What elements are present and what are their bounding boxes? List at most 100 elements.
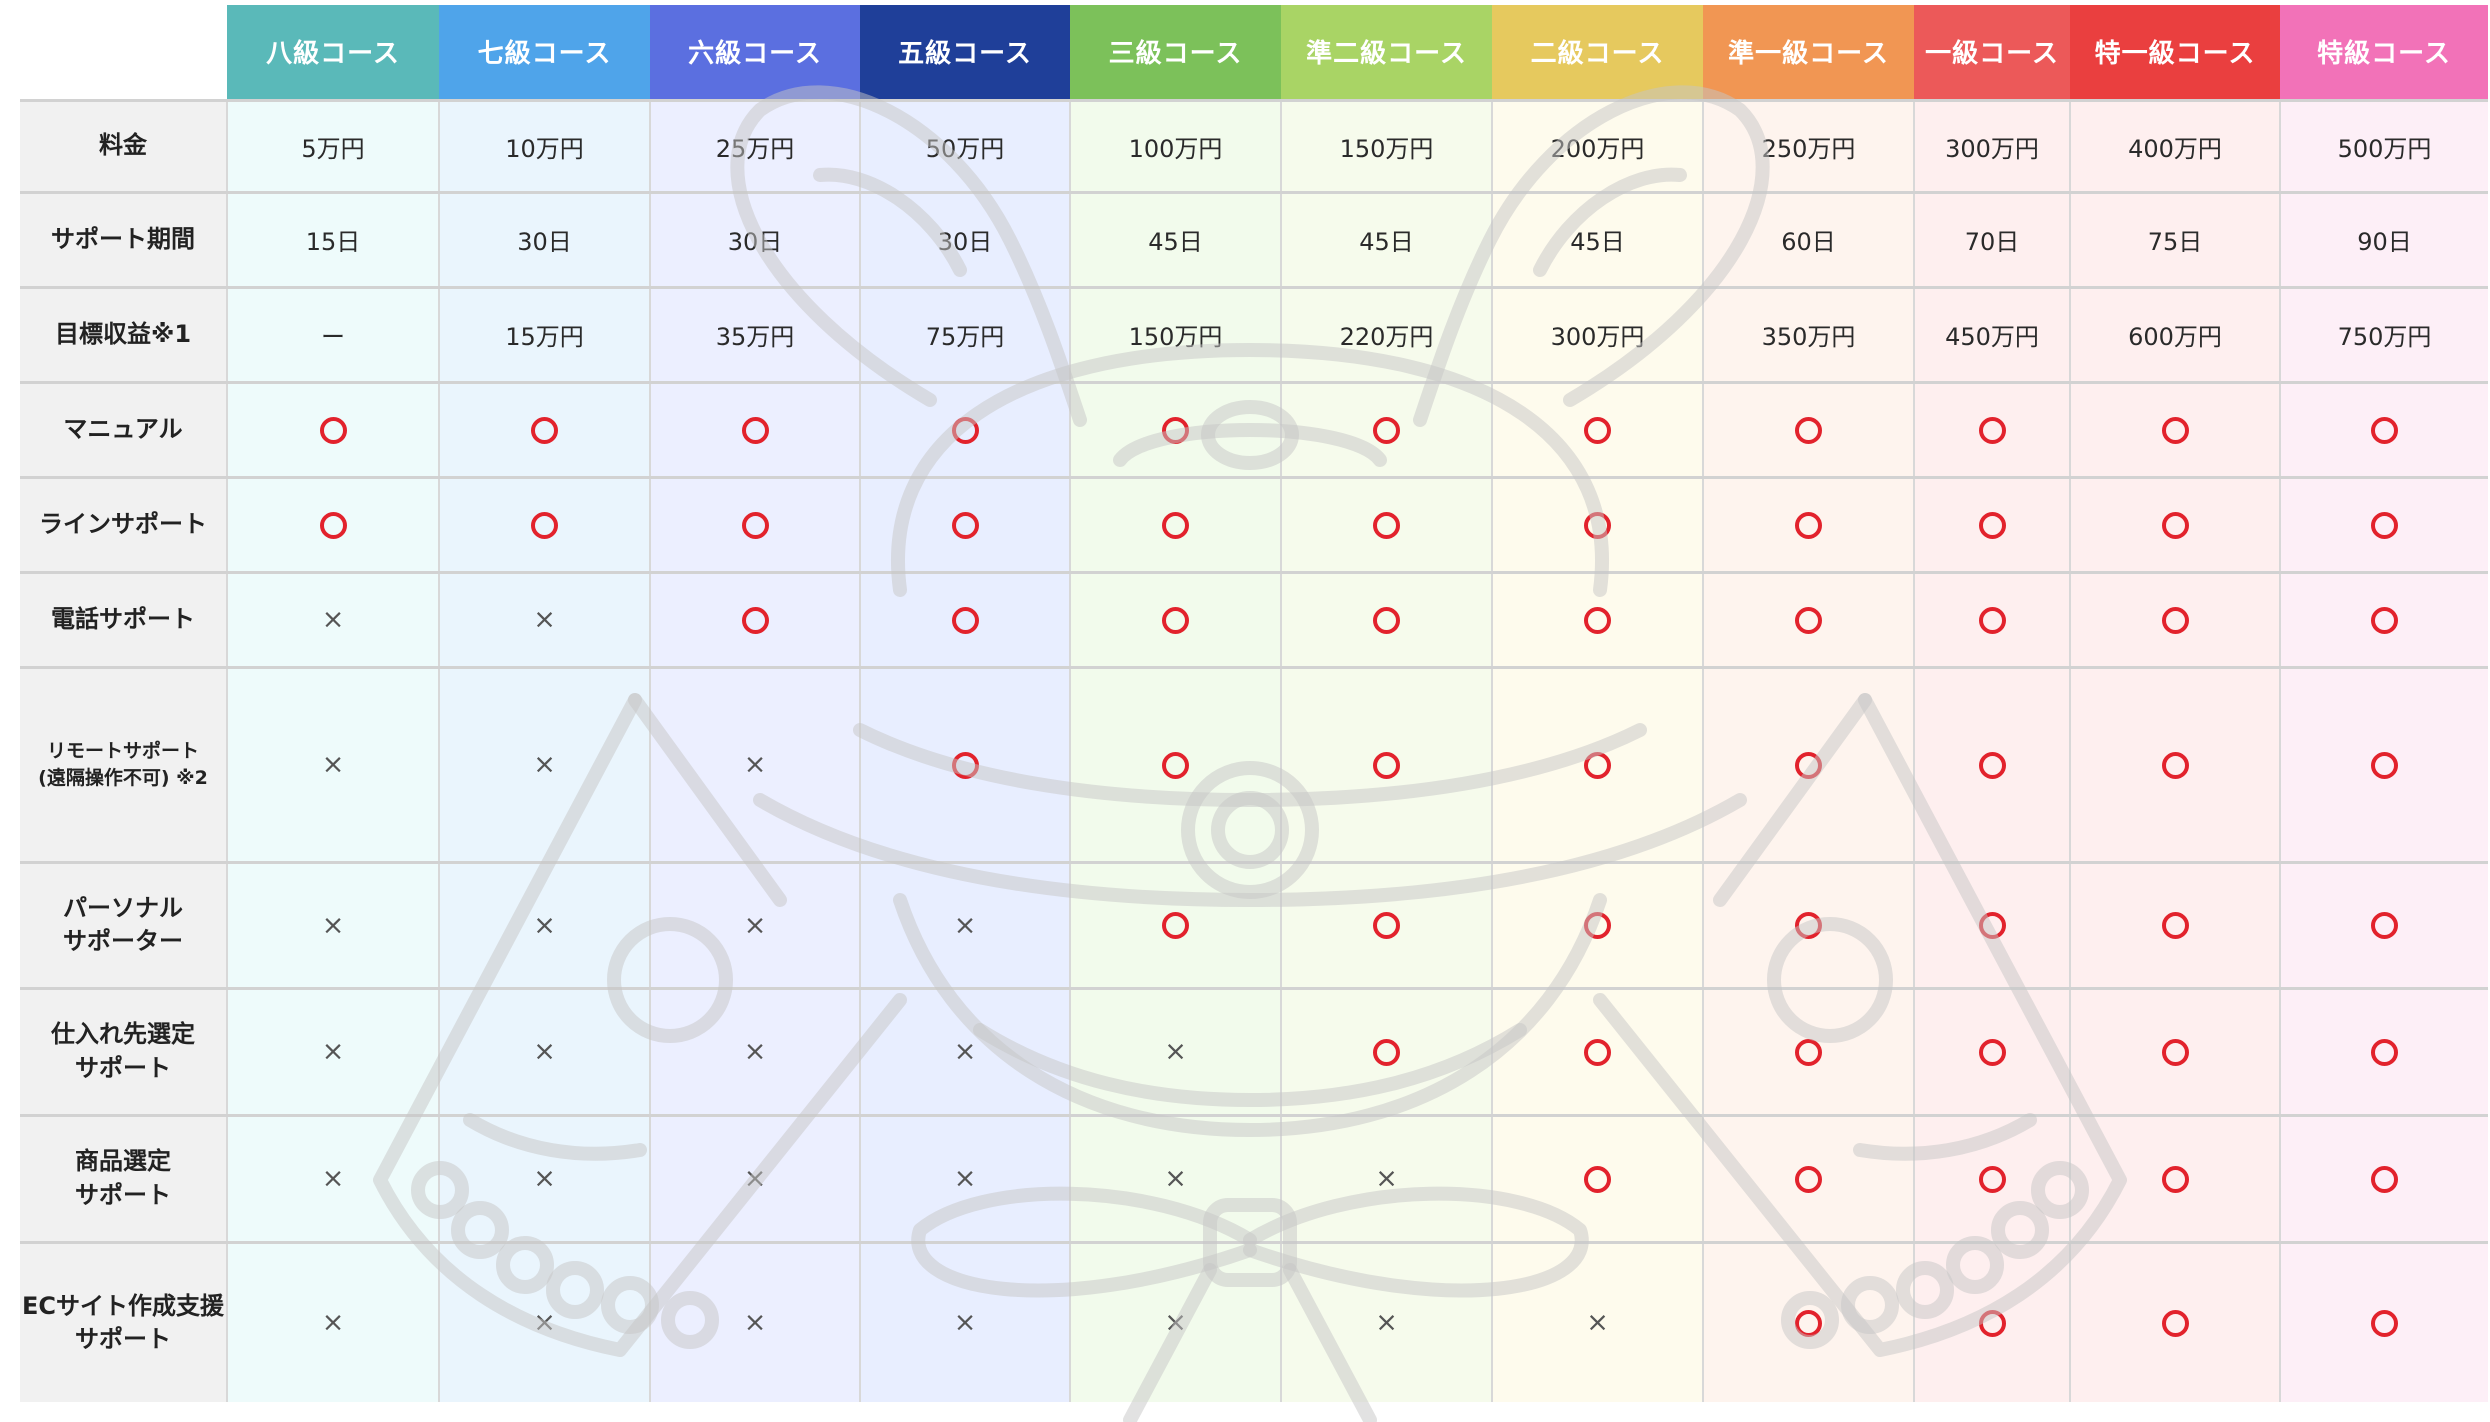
- circle-mark-icon: [1978, 1310, 2006, 1337]
- row-label: リモートサポート (遠隔操作不可) ※2: [20, 665, 227, 862]
- cell-value: 35万円: [649, 285, 860, 382]
- cell-value: 15日: [226, 190, 439, 287]
- row-label-line: 仕入れ先選定: [51, 1020, 195, 1049]
- circle-mark-icon: [1978, 606, 2006, 634]
- cell-text: 25万円: [715, 134, 795, 163]
- circle-mark-icon: [1795, 416, 1822, 444]
- cell-value: [2279, 860, 2488, 988]
- cell-value: 300万円: [1913, 98, 2070, 192]
- cell-value: [1702, 475, 1914, 572]
- cell-value: [859, 475, 1070, 572]
- cell-text: 35万円: [715, 323, 795, 351]
- cell-value: 60日: [1702, 190, 1914, 287]
- circle-mark-icon: [1584, 912, 1611, 940]
- circle-mark-icon: [1978, 912, 2006, 940]
- cell-text: 600万円: [2128, 323, 2222, 351]
- row-label: パーソナル サポーター: [20, 860, 227, 988]
- cell-value: [1913, 1240, 2070, 1402]
- cell-value: ×: [438, 665, 650, 862]
- circle-mark-icon: [2161, 1310, 2189, 1337]
- cell-value: 75日: [2069, 190, 2280, 287]
- circle-mark-icon: [2161, 511, 2189, 539]
- cell-value: [2069, 570, 2280, 667]
- course-header: 六級コース: [650, 5, 860, 100]
- cell-value: [2069, 665, 2280, 862]
- cell-value: ×: [226, 570, 439, 667]
- cell-value: ×: [226, 860, 439, 988]
- row-label: ラインサポート: [20, 475, 227, 572]
- cell-value: 600万円: [2069, 285, 2280, 382]
- cell-value: 75万円: [859, 285, 1070, 382]
- cross-mark-icon: ×: [743, 1036, 767, 1067]
- circle-mark-icon: [951, 606, 979, 634]
- cell-value: 15万円: [438, 285, 650, 382]
- circle-mark-icon: [319, 511, 347, 539]
- cell-value: [1913, 1113, 2070, 1242]
- circle-mark-icon: [2161, 751, 2189, 779]
- cell-text: 250万円: [1761, 134, 1856, 163]
- cell-value: [859, 570, 1070, 667]
- cell-text: 30日: [517, 228, 572, 256]
- cell-value: [859, 665, 1070, 862]
- cell-value: 200万円: [1491, 98, 1703, 192]
- cell-value: ー: [226, 285, 439, 382]
- cell-value: [1702, 570, 1914, 667]
- cell-text: 500万円: [2337, 134, 2432, 163]
- circle-mark-icon: [1795, 606, 1822, 634]
- cell-value: [1913, 860, 2070, 988]
- circle-mark-icon: [2161, 1038, 2189, 1066]
- cross-mark-icon: ×: [321, 1163, 345, 1194]
- cell-value: ×: [649, 1113, 860, 1242]
- circle-mark-icon: [1795, 1165, 1822, 1193]
- cell-value: [649, 475, 860, 572]
- cell-value: 45日: [1491, 190, 1703, 287]
- cell-value: ×: [649, 665, 860, 862]
- circle-mark-icon: [1162, 416, 1189, 444]
- cell-text: 45日: [1359, 228, 1414, 256]
- circle-mark-icon: [1795, 751, 1822, 779]
- circle-mark-icon: [1584, 1165, 1611, 1193]
- row-label-line: ラインサポート: [39, 509, 207, 538]
- cross-mark-icon: ×: [321, 604, 345, 635]
- cell-value: ×: [649, 1240, 860, 1402]
- cell-value: [1491, 475, 1703, 572]
- cell-value: [438, 475, 650, 572]
- circle-mark-icon: [2371, 1038, 2398, 1066]
- cell-value: [2279, 380, 2488, 477]
- circle-mark-icon: [2161, 416, 2189, 444]
- cell-value: [1491, 570, 1703, 667]
- cell-value: 100万円: [1069, 98, 1281, 192]
- cell-value: 50万円: [859, 98, 1070, 192]
- cross-mark-icon: ×: [743, 749, 767, 780]
- cell-value: [1280, 570, 1492, 667]
- cell-text: 300万円: [1550, 323, 1645, 351]
- cell-text: 150万円: [1128, 323, 1223, 351]
- circle-mark-icon: [1978, 416, 2006, 444]
- cell-text: 300万円: [1945, 134, 2039, 163]
- cell-text: 30日: [727, 228, 783, 256]
- cell-text: 75万円: [925, 323, 1005, 351]
- row-label-line: サポート期間: [51, 224, 195, 253]
- cell-value: [2069, 1240, 2280, 1402]
- cell-value: [1069, 665, 1281, 862]
- course-header: 一級コース: [1914, 5, 2070, 100]
- cross-mark-icon: ×: [533, 1163, 556, 1194]
- row-label-line: パーソナル: [63, 893, 183, 922]
- cell-value: [859, 380, 1070, 477]
- cell-value: ×: [438, 986, 650, 1115]
- course-header: 特一級コース: [2070, 5, 2280, 100]
- cross-mark-icon: ×: [321, 749, 345, 780]
- row-label-line: 料金: [99, 131, 147, 160]
- cell-value: [1702, 380, 1914, 477]
- feature-row: パーソナル サポーター × × × ×: [20, 860, 2488, 988]
- circle-mark-icon: [1584, 751, 1611, 779]
- row-label: 電話サポート: [20, 570, 227, 667]
- cell-value: ×: [1069, 1240, 1281, 1402]
- cell-value: [1702, 986, 1914, 1115]
- cell-value: [226, 475, 439, 572]
- cell-value: 150万円: [1280, 98, 1492, 192]
- cell-text: 70日: [1964, 228, 2020, 256]
- course-comparison-table: 八級コース 七級コース 六級コース 五級コース 三級コース 準二級コース 二級コース 準一級コ…: [20, 5, 2488, 1402]
- cell-value: [2279, 665, 2488, 862]
- circle-mark-icon: [2371, 416, 2398, 444]
